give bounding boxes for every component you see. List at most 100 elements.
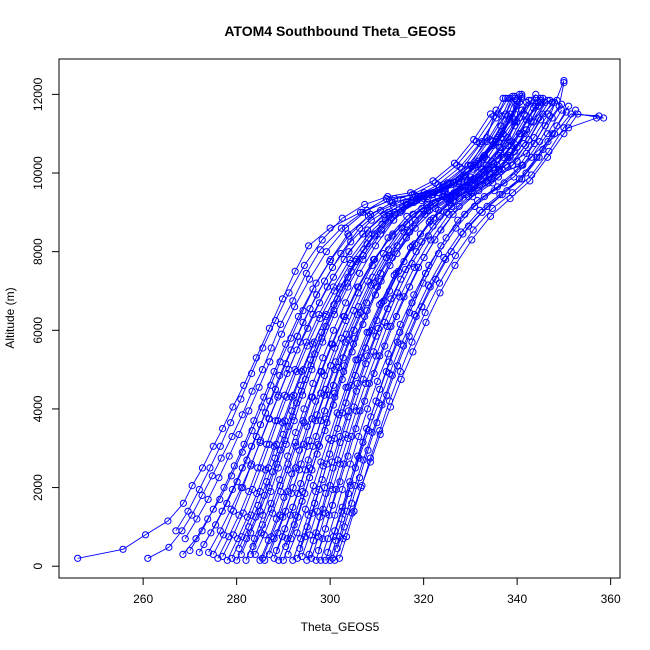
data-point: [341, 312, 349, 321]
data-point: [326, 482, 334, 490]
data-point: [565, 102, 573, 110]
data-point: [284, 550, 292, 559]
data-point: [414, 263, 423, 271]
data-point: [359, 456, 367, 464]
data-point: [411, 224, 419, 232]
data-point: [270, 442, 278, 450]
data-point: [289, 503, 297, 511]
data-point: [410, 263, 418, 271]
data-point: [451, 252, 459, 260]
data-point: [237, 395, 245, 403]
data-point: [259, 344, 267, 352]
data-point: [195, 485, 203, 494]
data-point: [282, 507, 290, 515]
data-point: [510, 173, 518, 181]
data-point: [227, 505, 235, 513]
data-point: [164, 517, 172, 525]
data-point: [262, 466, 270, 474]
data-point: [206, 464, 214, 472]
data-point: [528, 153, 536, 161]
data-point: [553, 122, 561, 130]
data-point: [486, 110, 495, 118]
data-point: [319, 338, 327, 346]
data-point: [200, 541, 208, 549]
data-point: [393, 289, 402, 297]
data-point: [265, 324, 273, 332]
data-point: [229, 531, 237, 539]
data-point: [364, 277, 372, 285]
data-point: [370, 369, 378, 378]
data-point: [188, 482, 196, 490]
profile-line: [240, 102, 520, 555]
data-point: [287, 346, 295, 354]
data-point: [379, 250, 387, 258]
profile-line: [285, 97, 544, 547]
data-point: [317, 389, 325, 397]
data-point: [331, 527, 339, 535]
data-point: [450, 159, 459, 167]
profile-line: [296, 102, 546, 559]
profile-line: [184, 98, 504, 539]
data-point: [486, 212, 495, 220]
data-point: [530, 134, 538, 142]
profile-line: [217, 98, 516, 559]
data-point: [292, 442, 300, 450]
data-point: [520, 139, 528, 148]
data-point: [258, 366, 266, 374]
data-point: [245, 487, 253, 496]
data-point: [209, 442, 217, 450]
profile-line: [325, 111, 567, 561]
data-point: [364, 427, 373, 435]
data-point: [308, 393, 316, 401]
data-point: [534, 98, 542, 106]
data-point: [371, 255, 379, 264]
data-point: [228, 432, 236, 441]
data-point: [397, 375, 405, 383]
profile-series: [324, 106, 566, 557]
data-point: [276, 511, 284, 519]
data-point: [300, 405, 308, 413]
data-point: [436, 289, 444, 297]
data-point: [471, 177, 479, 185]
data-point: [376, 385, 384, 393]
data-point: [349, 307, 358, 315]
data-point: [325, 511, 333, 519]
data-point: [287, 334, 295, 342]
data-point: [328, 501, 337, 509]
data-point: [297, 480, 305, 488]
data-point: [329, 401, 337, 409]
data-point: [504, 94, 512, 102]
data-point: [293, 529, 301, 537]
data-point: [447, 196, 455, 205]
data-point: [343, 507, 351, 515]
data-point: [254, 501, 262, 509]
data-point: [359, 375, 367, 383]
data-point: [186, 546, 194, 555]
y-tick-label: 12000: [31, 77, 45, 111]
data-point: [346, 255, 354, 264]
data-point: [418, 303, 426, 311]
data-point: [234, 535, 242, 543]
data-point: [289, 556, 297, 564]
data-point: [358, 482, 366, 490]
data-point: [353, 379, 361, 387]
data-point: [283, 393, 291, 401]
data-point: [451, 179, 459, 187]
data-point: [247, 550, 255, 559]
data-point: [459, 173, 467, 181]
data-point: [350, 326, 358, 334]
data-point: [504, 163, 512, 171]
data-point: [279, 556, 287, 564]
data-point: [560, 124, 568, 132]
data-point: [263, 478, 271, 486]
data-point: [332, 358, 340, 366]
data-point: [260, 491, 268, 499]
profile-line: [275, 98, 537, 551]
data-point: [370, 348, 378, 356]
data-point: [313, 411, 321, 419]
data-point: [355, 454, 363, 462]
data-point: [331, 556, 339, 564]
data-point: [335, 285, 344, 293]
data-point: [396, 293, 404, 301]
data-point: [363, 328, 371, 336]
